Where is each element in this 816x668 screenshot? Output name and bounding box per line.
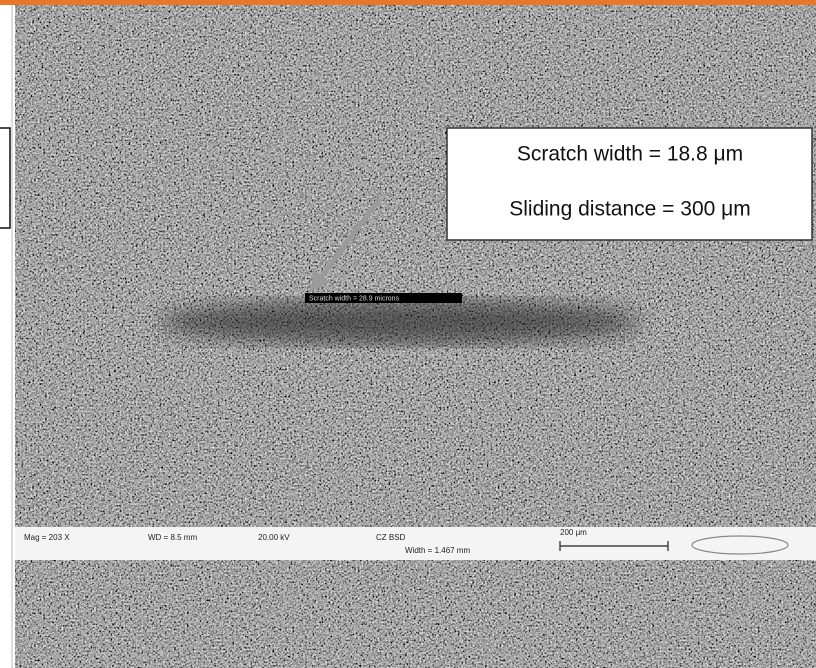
top-bar <box>0 0 816 5</box>
scratch-track <box>160 300 640 344</box>
logo <box>691 535 789 555</box>
image-label-box <box>305 293 462 303</box>
voltage: 20.00 kV <box>258 533 290 542</box>
detector: CZ BSD <box>376 533 406 542</box>
sem-image <box>15 5 816 668</box>
image-label: Scratch width = 28.9 microns <box>309 295 400 302</box>
annotation-box <box>446 127 813 241</box>
side-box <box>0 127 11 229</box>
annotation-line: Sliding distance = 300 μm <box>509 198 751 221</box>
working-distance: WD = 8.5 mm <box>148 533 197 542</box>
scale-bar <box>559 541 669 551</box>
info-bar: Mag = 203 X WD = 8.5 mm 20.00 kV CZ BSD … <box>15 527 816 560</box>
scale-bar-label: 200 μm <box>560 528 587 537</box>
field-width: Width = 1.467 mm <box>405 546 470 555</box>
mag: Mag = 203 X <box>24 533 70 542</box>
arrow <box>310 196 383 293</box>
annotation-line: Scratch width = 18.8 μm <box>517 143 743 166</box>
